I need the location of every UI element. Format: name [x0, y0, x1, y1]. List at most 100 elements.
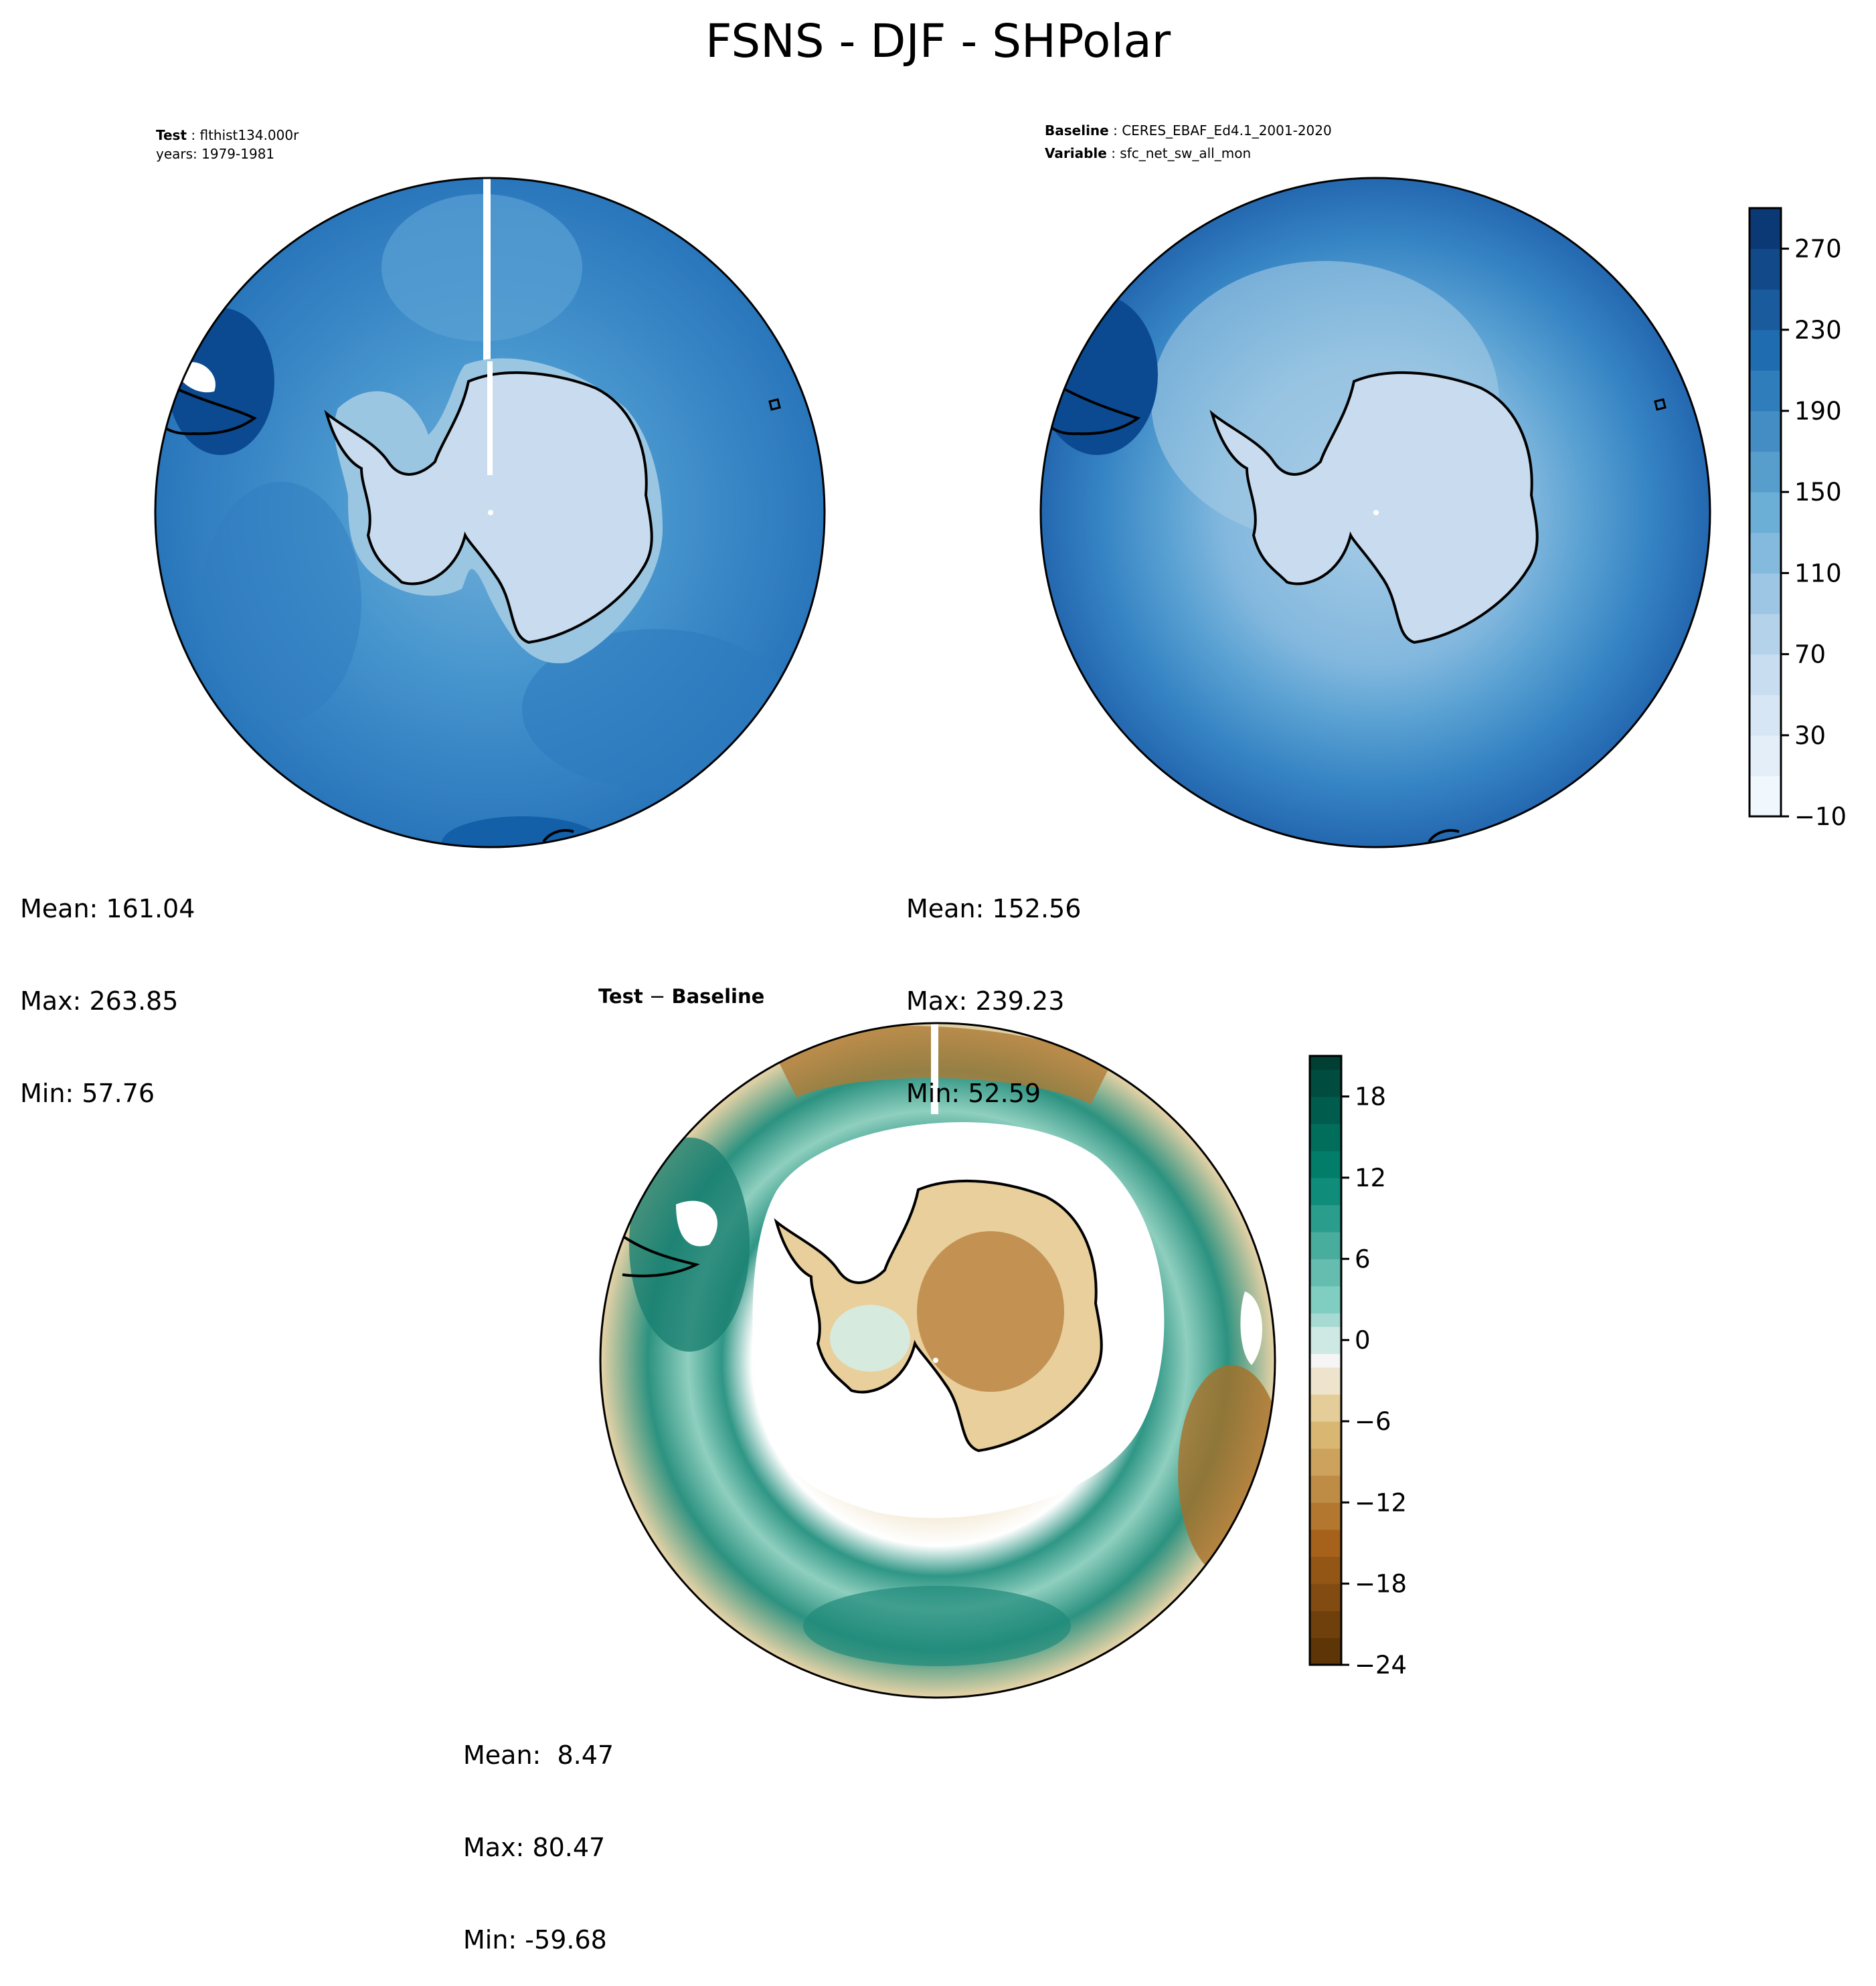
diff-colorbar-segment [1310, 1285, 1341, 1314]
test-label-bold: Test [156, 127, 187, 143]
diff-colorbar-segment [1310, 1313, 1341, 1328]
test-header-years: years: 1979-1981 [156, 146, 275, 162]
baseline-colorbar-tick-label: 230 [1794, 316, 1842, 345]
baseline-colorbar-segment [1750, 451, 1781, 492]
baseline-colorbar-tick-label: 190 [1794, 397, 1842, 426]
diff-colorbar-segment [1310, 1475, 1341, 1503]
diff-mean: Mean: 8.47 [463, 1740, 614, 1770]
baseline-colorbar-segment [1750, 208, 1781, 250]
diff-pole-marker [933, 1358, 938, 1363]
baseline-min: Min: 52.59 [906, 1079, 1041, 1108]
test-ocean-patch [381, 194, 582, 341]
baseline-colorbar-segment [1750, 492, 1781, 533]
test-mean: Mean: 161.04 [20, 894, 195, 923]
test-island [542, 829, 574, 843]
test-ocean-patch [201, 482, 361, 723]
diff-colorbar-segment [1310, 1353, 1341, 1368]
diff-south-america-white [676, 1200, 717, 1247]
baseline-colorbar-segment [1750, 532, 1781, 573]
diff-colorbar-frame [1308, 1055, 1343, 1666]
figure-title: FSNS - DJF - SHPolar [705, 15, 1171, 68]
diff-colorbar-tick-label: 6 [1355, 1245, 1371, 1273]
test-missing-strip [483, 178, 491, 475]
test-island [768, 398, 781, 411]
baseline-antarctica-land [1209, 371, 1539, 644]
diff-colorbar-segment [1310, 1637, 1341, 1665]
baseline-south-america-coast [1043, 380, 1141, 436]
diff-colorbar-segment [1310, 1259, 1341, 1287]
baseline-label-value: CERES_EBAF_Ed4.1_2001-2020 [1122, 122, 1332, 139]
baseline-colorbar: −10 30 70 110 150 190 230 270 [1748, 207, 1847, 831]
test-max: Max: 263.85 [20, 986, 179, 1016]
baseline-colorbar-tick-label: 270 [1794, 235, 1842, 264]
diff-title-baseline: Baseline [671, 985, 765, 1008]
variable-label-value: sfc_net_sw_all_mon [1120, 145, 1252, 161]
baseline-map [1039, 177, 1711, 848]
diff-max: Max: 80.47 [463, 1833, 606, 1862]
baseline-mean: Mean: 152.56 [906, 894, 1082, 923]
baseline-header-line2: Variable : sfc_net_sw_all_mon [1045, 145, 1252, 161]
diff-map-boundary [599, 1022, 1276, 1699]
test-strip-over-land [487, 361, 493, 475]
diff-colorbar-tick-label: −18 [1355, 1570, 1407, 1599]
baseline-max: Max: 239.23 [906, 986, 1065, 1016]
baseline-header-line1: Baseline : CERES_EBAF_Ed4.1_2001-2020 [1045, 122, 1332, 139]
diff-north-brown-band [770, 1025, 1111, 1104]
diff-colorbar-tick-label: −24 [1355, 1651, 1407, 1680]
diff-colorbar-segment [1310, 1611, 1341, 1639]
figure: −10 30 70 110 150 190 230 270 −24 −18 −12 −6 0 6 12 18 [154, 177, 1847, 1699]
diff-colorbar-tick-label: 0 [1355, 1326, 1371, 1355]
diff-interior-teal [830, 1305, 910, 1372]
test-map [154, 177, 826, 848]
baseline-colorbar-segment [1750, 776, 1781, 817]
diff-colorbar: −24 −18 −12 −6 0 6 12 18 [1308, 1055, 1407, 1680]
diff-colorbar-segment [1310, 1367, 1341, 1395]
baseline-colorbar-tick-label: −10 [1794, 802, 1847, 831]
diff-south-teal-patch [803, 1586, 1071, 1666]
diff-colorbar-segment [1310, 1421, 1341, 1449]
diff-colorbar-tick-label: −12 [1355, 1488, 1407, 1517]
baseline-colorbar-frame [1748, 207, 1782, 818]
diff-colorbar-tick-label: −6 [1355, 1407, 1391, 1436]
diff-colorbar-segment [1310, 1123, 1341, 1152]
diff-colorbar-segment [1310, 1231, 1341, 1259]
baseline-colorbar-tick-label: 70 [1794, 640, 1826, 669]
test-south-america-coast [156, 380, 257, 436]
diff-colorbar-segment [1310, 1394, 1341, 1422]
diff-map [599, 1022, 1276, 1699]
diff-colorbar-segment [1310, 1529, 1341, 1557]
test-antarctica-land [324, 371, 653, 644]
baseline-colorbar-segment [1750, 654, 1781, 695]
diff-colorbar-segment [1310, 1556, 1341, 1585]
baseline-colorbar-segment [1750, 370, 1781, 412]
baseline-colorbar-segment [1750, 411, 1781, 452]
diff-stats: Mean: 8.47 Max: 80.47 Min: -59.68 [463, 1678, 614, 1986]
diff-colorbar-segment [1310, 1069, 1341, 1097]
baseline-colorbar-segment [1750, 248, 1781, 290]
baseline-label-bold: Baseline [1045, 122, 1109, 139]
diff-colorbar-segment [1310, 1056, 1341, 1070]
diff-colorbar-segment [1310, 1178, 1341, 1206]
baseline-colorbar-tick-label: 110 [1794, 559, 1842, 588]
diff-colorbar-segment [1310, 1502, 1341, 1530]
diff-colorbar-segment [1310, 1326, 1341, 1354]
baseline-colorbar-segment [1750, 573, 1781, 614]
diff-colorbar-segment [1310, 1448, 1341, 1476]
baseline-colorbar-segment [1750, 735, 1781, 776]
baseline-map-boundary [1039, 177, 1711, 848]
diff-missing-strip [931, 1023, 938, 1114]
diff-south-america-coast [614, 1230, 700, 1277]
diff-colorbar-tick-label: 18 [1355, 1083, 1386, 1111]
diff-title-minus: − [643, 985, 672, 1008]
baseline-colorbar-segment [1750, 289, 1781, 331]
test-bottom-dark-patch [442, 816, 602, 847]
baseline-island [1654, 398, 1667, 411]
test-label-value: flthist134.000r [199, 127, 299, 143]
diff-east-white [1240, 1291, 1263, 1365]
diff-colorbar-segment [1310, 1150, 1341, 1178]
diff-colorbar-segment [1310, 1096, 1341, 1124]
baseline-colorbar-segment [1750, 329, 1781, 371]
test-pole-marker [488, 510, 493, 515]
baseline-colorbar-segment [1750, 614, 1781, 655]
diff-colorbar-segment [1310, 1204, 1341, 1233]
